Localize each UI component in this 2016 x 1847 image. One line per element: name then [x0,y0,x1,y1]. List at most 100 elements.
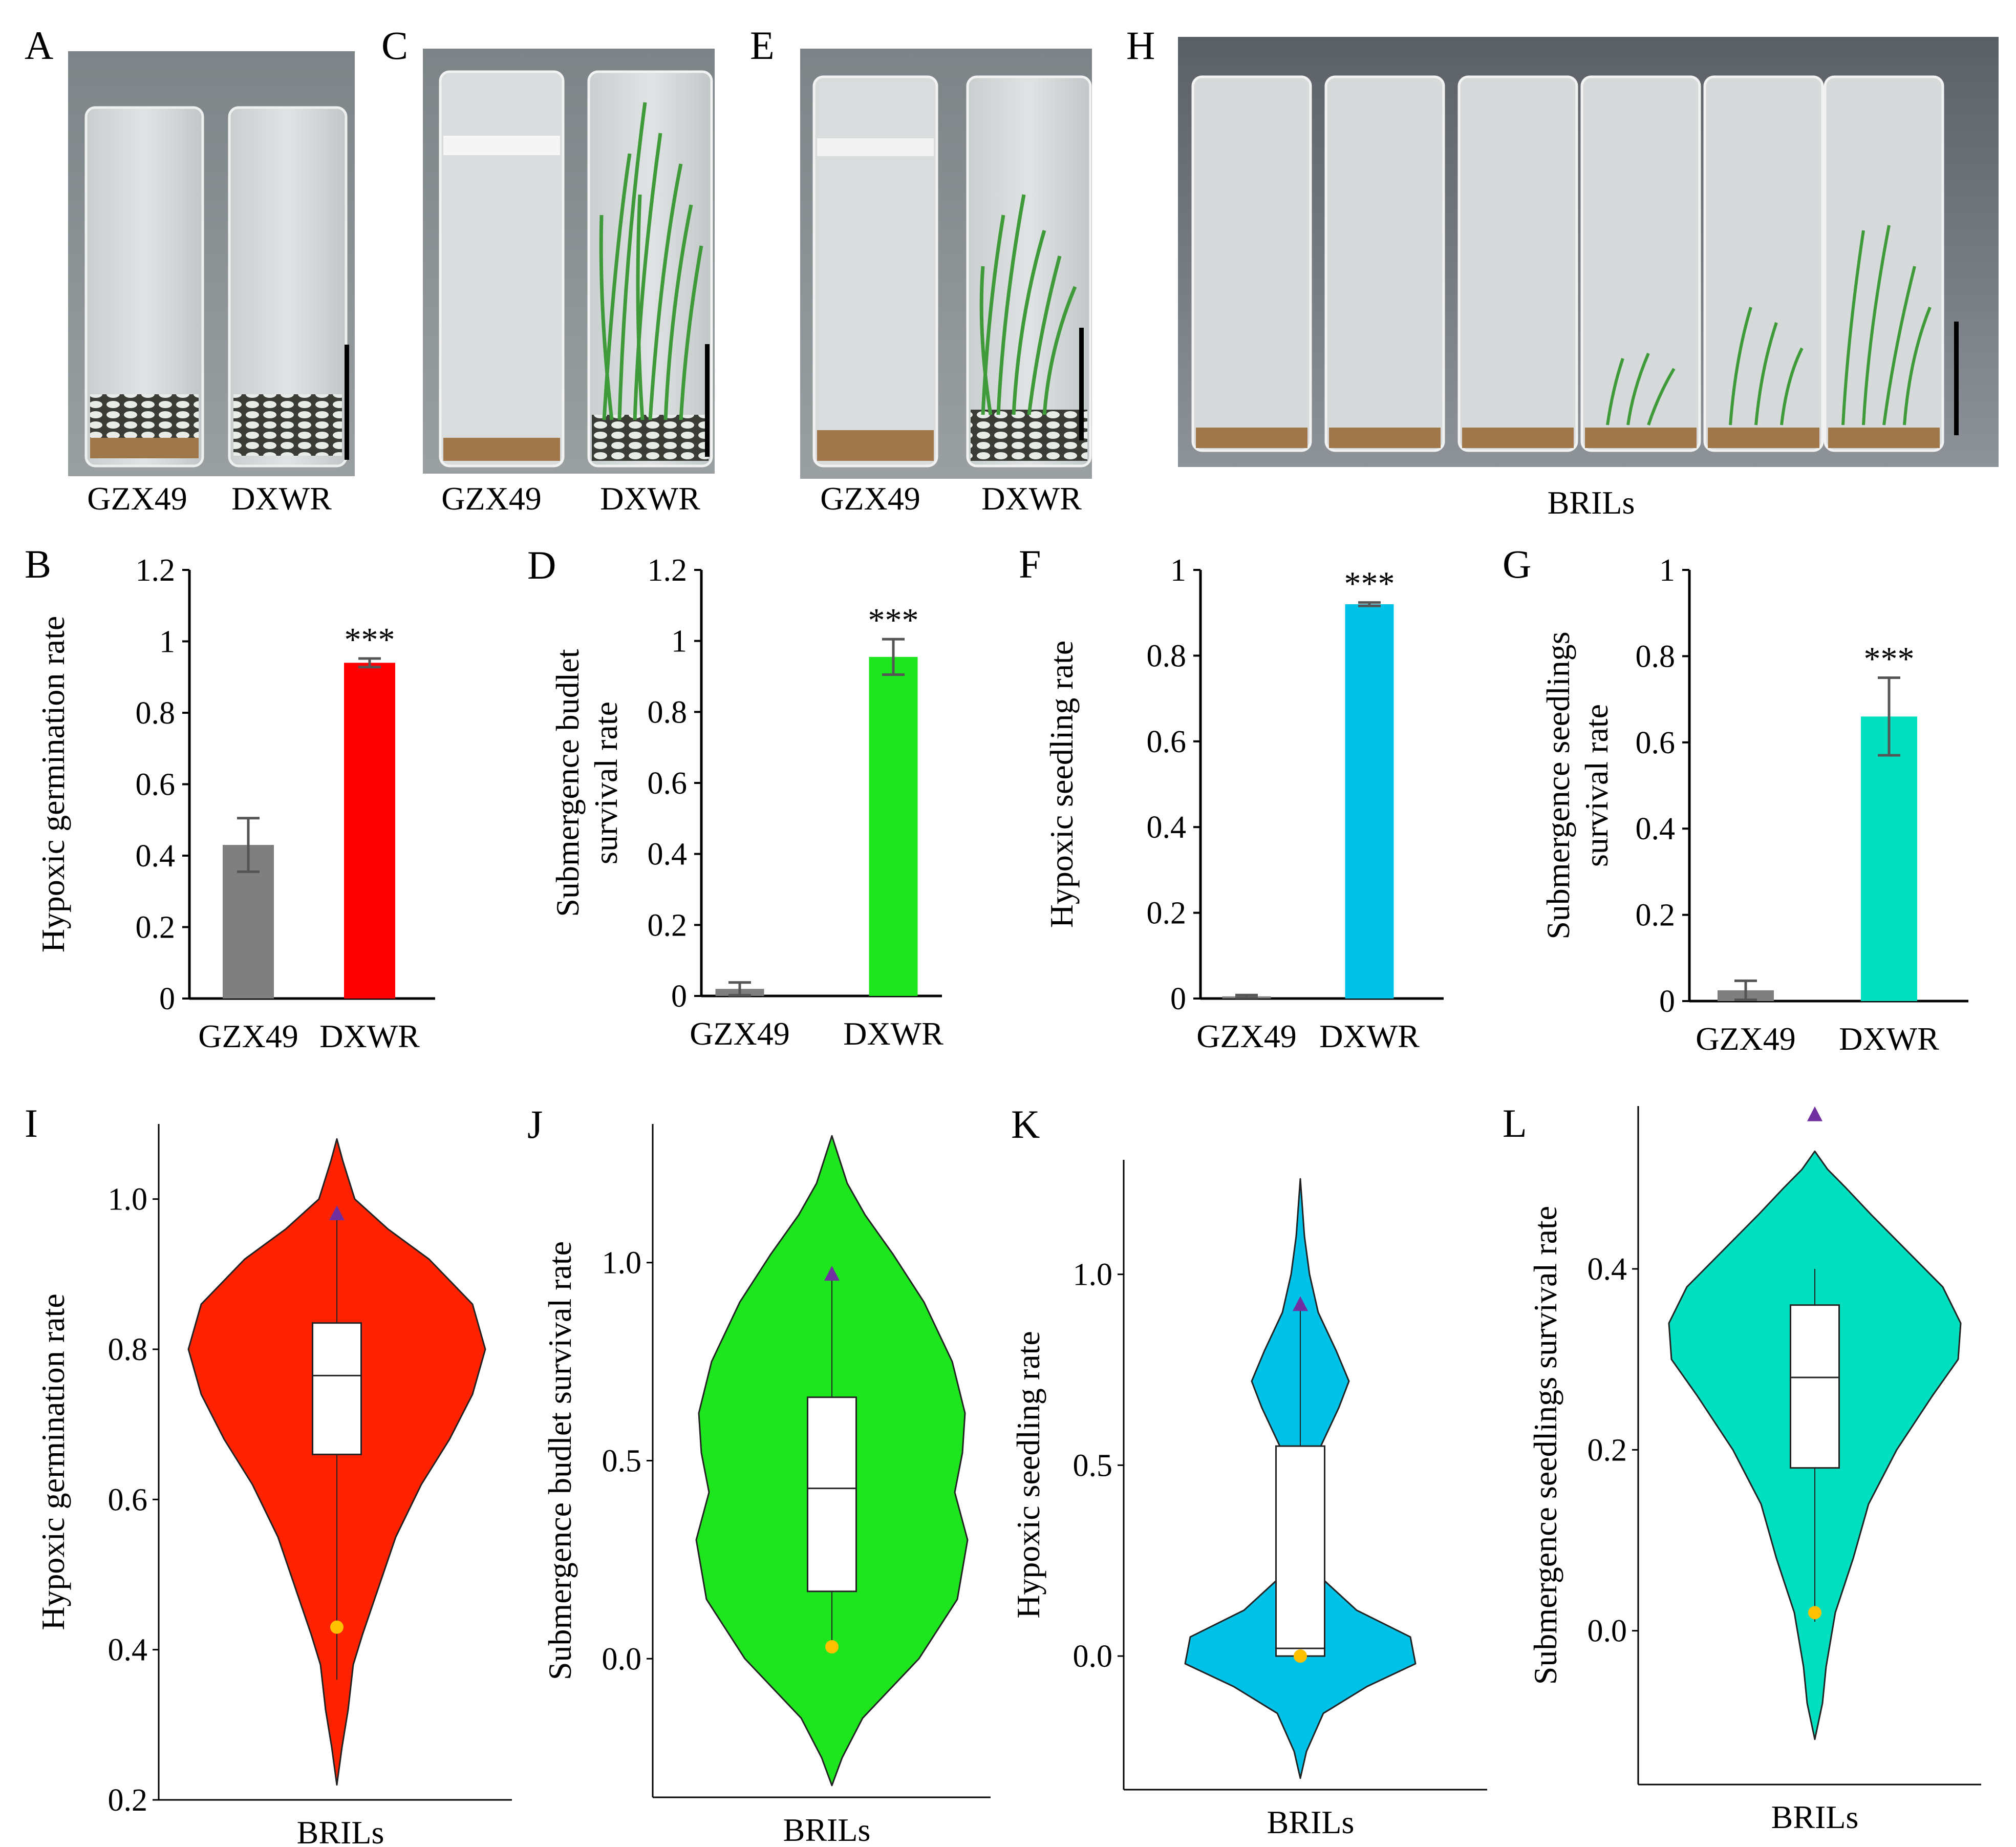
photo-e-seedlings [979,194,1077,415]
photo-c-tube-gzx49 [439,70,565,468]
bar [869,656,918,996]
bar-chart-d: 0 0.2 0.4 0.6 0.8 1 1.2 GZX49 DXWR *** Submergence… [549,553,943,1052]
box-iqr [1275,1445,1325,1657]
photo-a-tube-dxwr [228,106,348,468]
y-tick-label: 0.8 [108,1332,148,1367]
photo-c-label-gzx49: GZX49 [441,480,542,517]
photo-a-tube-gzx49 [84,106,204,468]
photo-h-seeds [1196,428,1940,448]
y-axis-title: survival rate [1578,704,1615,867]
y-tick-label: 0.6 [648,766,688,801]
panel-letter-h: H [1126,23,1155,68]
y-tick-label: 1.0 [602,1246,642,1281]
panel-letter-e: E [750,23,775,68]
y-axis-title: Submergence seedlings survival rate [1527,1206,1563,1685]
box-iqr [1790,1304,1840,1469]
photo-e-seeds-left [817,430,934,461]
bar-chart-f: 0 0.2 0.4 0.6 0.8 1 GZX49 DXWR *** Hypoxic seedli… [1043,553,1444,1054]
y-tick-label: 0.4 [648,837,688,872]
scale-bar-a [345,345,349,460]
violin-chart-i: 0.2 0.4 0.6 0.8 1.0 BRILs Hypoxic germination … [35,1124,512,1847]
violin-chart-k: 0.0 0.5 1.0 BRILs Hypoxic seedling rate [1010,1160,1487,1840]
scale-bar-h [1954,322,1959,435]
significance-label: *** [1344,565,1395,603]
parent-dxwr-triangle [1807,1106,1822,1121]
parent-dxwr-triangle [1293,1296,1308,1311]
y-tick-label: 0.2 [1147,896,1187,931]
panel-letter-l: L [1503,1101,1527,1145]
y-tick-label: 1 [1659,553,1675,588]
significance-label: *** [345,621,395,659]
y-tick-label: 0.6 [1147,725,1187,759]
photo-panel-h: H BRILs [1126,23,1999,521]
y-tick-label: 0.2 [1636,898,1676,933]
panel-letter-g: G [1503,542,1531,586]
photo-e-foam [817,138,934,156]
y-tick-label: 0.8 [648,695,688,730]
y-tick-label: 0.2 [108,1783,148,1818]
photo-e-mesh-right [971,410,1087,461]
box-iqr [807,1396,857,1593]
panel-letter-f: F [1019,542,1041,586]
y-tick-label: 0.4 [136,839,176,874]
y-tick-label: 1.0 [1073,1258,1113,1292]
photo-c-seeds-left [443,438,560,461]
photo-c-seedlings [599,102,703,420]
x-category-label: BRILs [783,1812,871,1847]
y-tick-label: 0.6 [136,768,176,802]
parent-gzx49-dot [1294,1649,1307,1663]
box-iqr [312,1322,362,1455]
y-tick-label: 0 [159,982,175,1016]
y-tick-label: 0.4 [1147,810,1187,845]
y-tick-label: 0.0 [602,1642,642,1676]
bar [344,663,395,999]
panel-letter-j: J [527,1102,543,1147]
violin-chart-l: 0.0 0.2 0.4 BRILs Submergence seedlings surv… [1527,1106,1981,1835]
y-axis-title: survival rate [588,702,624,864]
y-axis-title: Hypoxic seedling rate [1010,1331,1046,1619]
photo-e-tube-dxwr [966,75,1092,468]
y-tick-label: 0.5 [602,1444,642,1479]
photo-e-tube-gzx49 [812,75,938,468]
y-tick-label: 1 [1170,553,1186,588]
y-axis-title: Hypoxic germination rate [35,1293,71,1630]
photo-a-mesh-right [233,394,342,456]
violin-chart-j: 0.0 0.5 1.0 BRILs Submergence budlet surviva… [542,1124,991,1847]
y-tick-label: 0.4 [108,1633,148,1668]
photo-c-foam [443,136,560,155]
parent-dxwr-triangle [329,1205,345,1220]
y-tick-label: 0.8 [136,696,176,731]
panel-letter-k: K [1011,1102,1040,1147]
y-tick-label: 1.2 [136,553,176,588]
panel-letter-c: C [381,23,408,68]
y-tick-label: 0.2 [136,910,176,945]
significance-label: *** [868,602,919,639]
panel-letter-i: I [25,1101,38,1145]
photo-panel-e: E GZX49 DXWR [750,23,1092,517]
y-tick-label: 0.4 [1636,812,1676,846]
photo-a-label-gzx49: GZX49 [87,480,187,517]
y-axis-title: Hypoxic germination rate [35,616,71,953]
photo-h-label-brils: BRILs [1548,484,1635,521]
y-axis-title: Submergence seedlings [1540,631,1576,939]
x-category-label: BRILs [297,1814,384,1847]
panel-letter-d: D [527,543,556,587]
y-tick-label: 1 [671,624,687,659]
y-tick-label: 0.0 [1588,1614,1627,1649]
bar-chart-b: 0 0.2 0.4 0.6 0.8 1 1.2 GZX49 DXWR *** Hypoxic ger… [35,553,435,1054]
parent-gzx49-dot [1808,1606,1821,1620]
scale-bar-e [1079,328,1084,440]
x-category-label: DXWR [1319,1018,1420,1054]
parent-gzx49-dot [330,1620,344,1634]
x-category-label: GZX49 [198,1018,298,1054]
photo-e-label-gzx49: GZX49 [820,480,920,517]
photo-panel-c: C GZX49 DXWR [381,23,715,517]
photo-panel-a: A GZX49 DXWR [25,23,355,517]
x-category-label: GZX49 [1696,1021,1796,1057]
y-tick-label: 0.8 [1147,639,1187,673]
bar [1861,716,1917,1001]
y-tick-label: 1.0 [108,1182,148,1217]
x-category-label: DXWR [843,1015,943,1052]
panel-letter-a: A [25,23,53,68]
